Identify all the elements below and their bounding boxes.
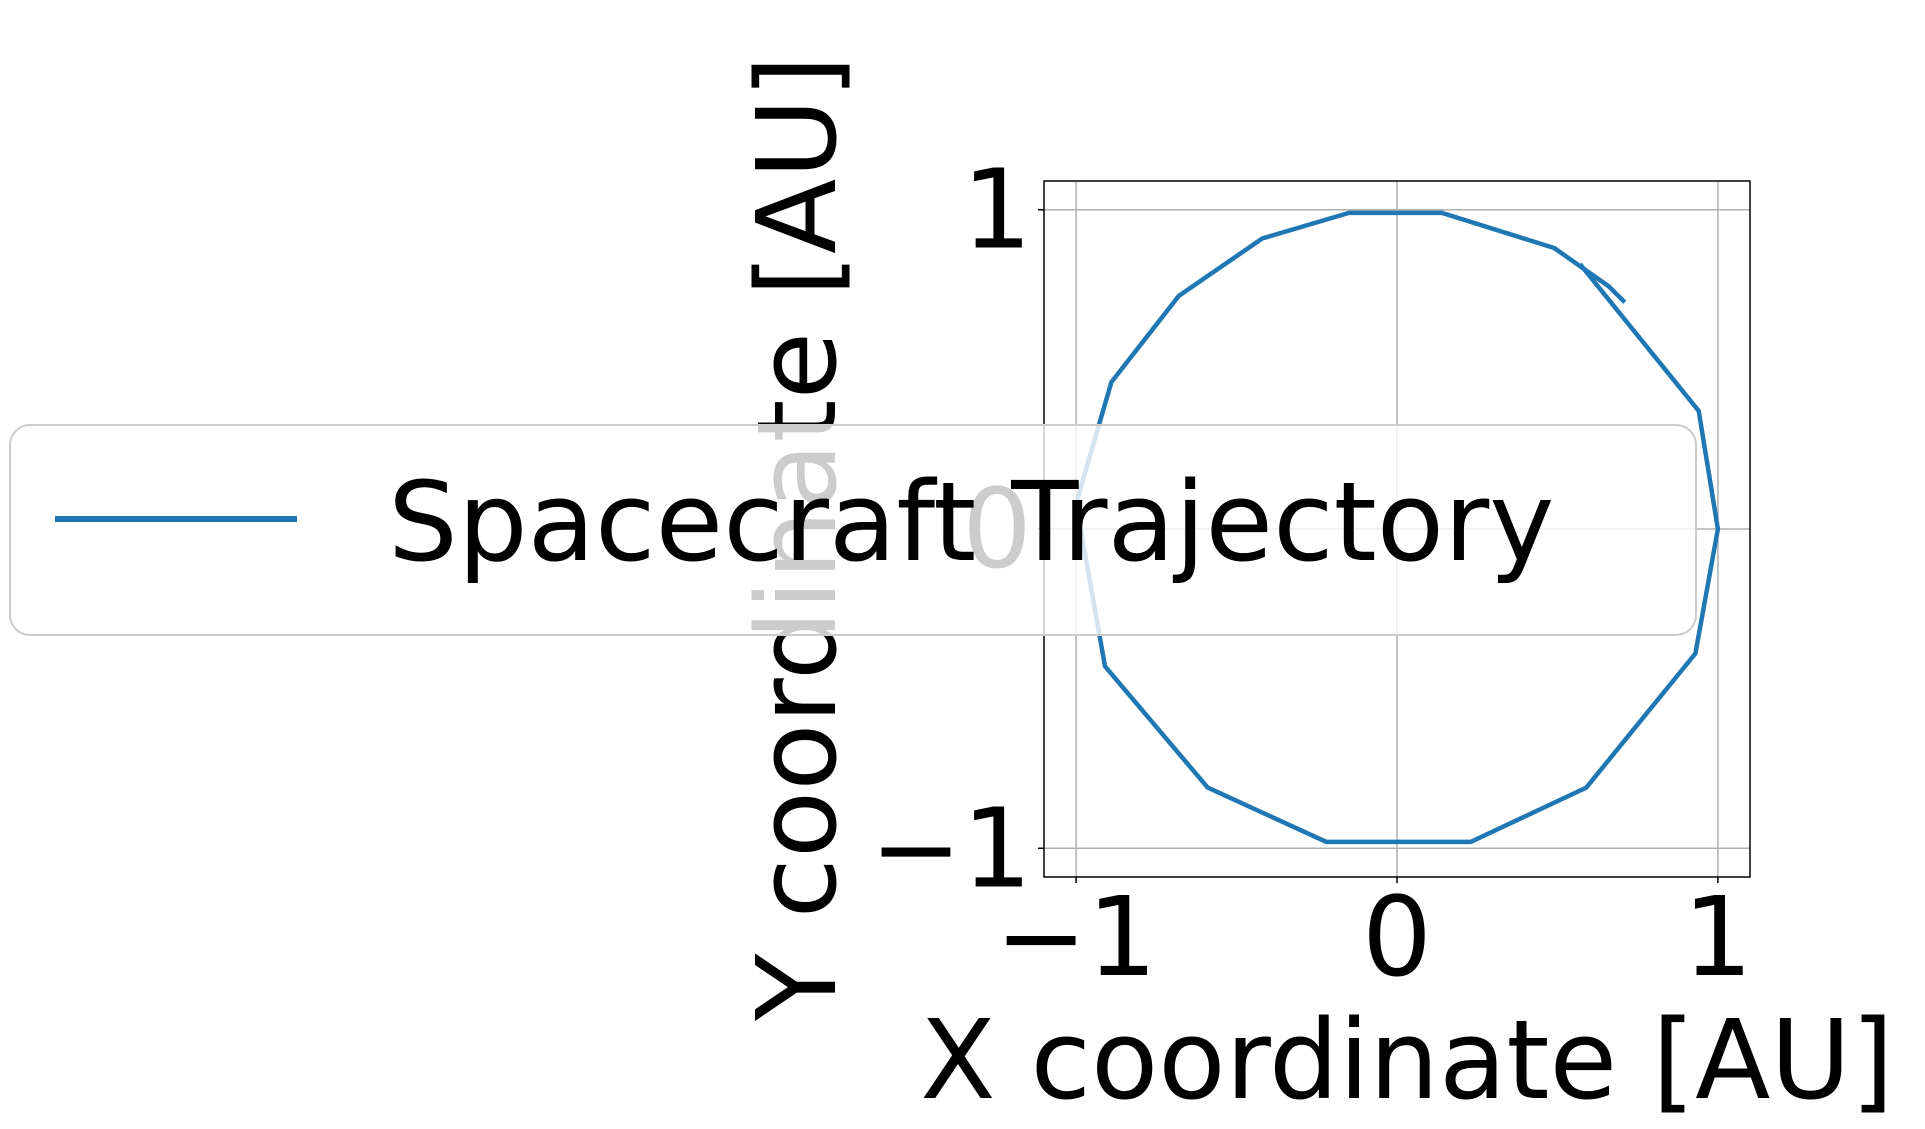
legend-box [9, 424, 1697, 636]
legend: Spacecraft Trajectory [9, 424, 1697, 636]
x-tick-label: −1 [995, 873, 1157, 1001]
axis-ticks: −101−101 [870, 146, 1753, 1001]
x-tick-label: 1 [1683, 873, 1753, 1001]
y-tick-label: −1 [870, 784, 1032, 912]
legend-entry-spacecraft-trajectory: Spacecraft Trajectory [388, 458, 1554, 586]
x-tick-label: 0 [1362, 873, 1432, 1001]
y-tick-label: 1 [962, 146, 1032, 274]
x-axis-label: X coordinate [AU] [920, 996, 1894, 1124]
